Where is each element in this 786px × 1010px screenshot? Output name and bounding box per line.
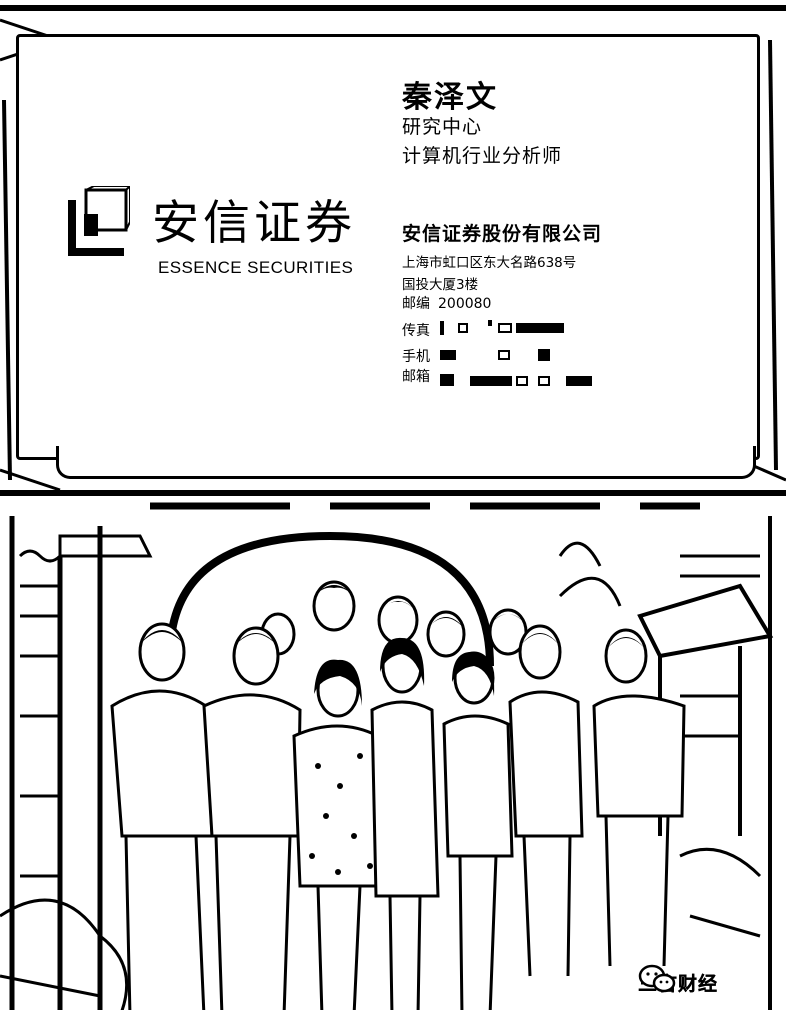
- business-card-photo: 安信证券 ESSENCE SECURITIES 秦泽文 研究中心 计算机行业分析…: [0, 0, 786, 490]
- address-line-2: 国投大厦3楼: [402, 277, 479, 293]
- redaction-mark: [538, 376, 550, 386]
- redaction-mark: [470, 376, 512, 386]
- mobile-label: 手机: [402, 349, 430, 365]
- postal-row: 邮编 200080: [402, 293, 491, 313]
- company-name: 安信证券股份有限公司: [402, 223, 603, 245]
- postal-code: 200080: [438, 296, 492, 312]
- fax-label: 传真: [402, 323, 430, 339]
- department: 研究中心: [402, 116, 483, 138]
- group-photo-illustration: [0, 502, 774, 1010]
- redaction-mark: [498, 350, 510, 360]
- redaction-mark: [440, 350, 456, 360]
- person-name: 秦泽文: [402, 80, 498, 115]
- redaction-mark: [440, 374, 454, 386]
- essence-logo-icon: [68, 186, 130, 256]
- group-photo: 三言财经: [0, 490, 786, 1010]
- wechat-icon: [638, 964, 676, 993]
- company-logo-chinese: 安信证券: [152, 196, 356, 251]
- watermark: 三言财经: [638, 964, 718, 1000]
- redaction-mark: [498, 323, 512, 333]
- company-logo-english: ESSENCE SECURITIES: [158, 258, 354, 277]
- email-label: 邮箱: [402, 369, 430, 385]
- card-background: [0, 5, 786, 490]
- redaction-mark: [488, 320, 492, 326]
- redaction-mark: [440, 321, 444, 335]
- postal-label: 邮编: [402, 296, 430, 312]
- redaction-mark: [516, 323, 564, 333]
- redaction-mark: [458, 323, 468, 333]
- redaction-mark: [538, 349, 550, 361]
- job-title: 计算机行业分析师: [402, 145, 563, 167]
- redaction-mark: [516, 376, 528, 386]
- address-line-1: 上海市虹口区东大名路638号: [402, 255, 577, 271]
- card-holder-edge: [56, 446, 756, 479]
- redaction-mark: [566, 376, 592, 386]
